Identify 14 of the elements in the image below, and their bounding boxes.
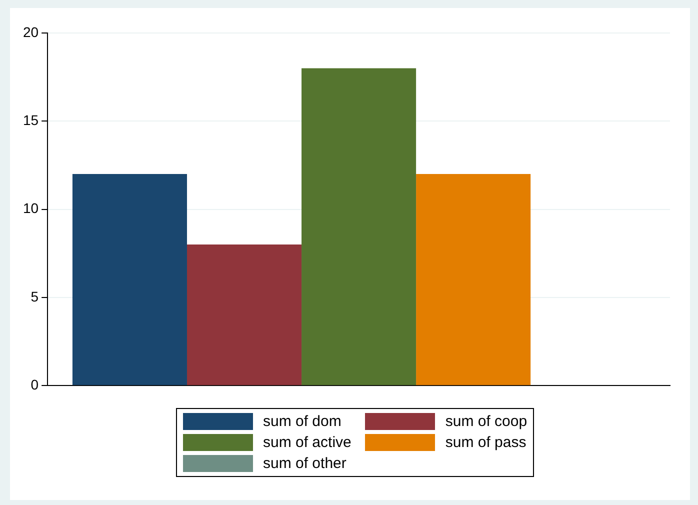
legend-label: sum of active <box>263 434 352 451</box>
bar <box>416 174 531 386</box>
bar <box>186 244 302 386</box>
legend-label: sum of coop <box>445 413 528 430</box>
legend-label: sum of pass <box>445 434 526 451</box>
y-tick-label: 0 <box>30 376 39 392</box>
bar <box>302 68 416 386</box>
y-tick-label: 10 <box>22 200 39 216</box>
legend-label: sum of dom <box>263 413 342 430</box>
legend-label: sum of other <box>263 455 346 472</box>
bar <box>72 174 187 386</box>
y-tick-label: 15 <box>22 112 39 128</box>
y-tick-label: 20 <box>22 24 39 40</box>
y-tick-label: 5 <box>30 288 39 304</box>
